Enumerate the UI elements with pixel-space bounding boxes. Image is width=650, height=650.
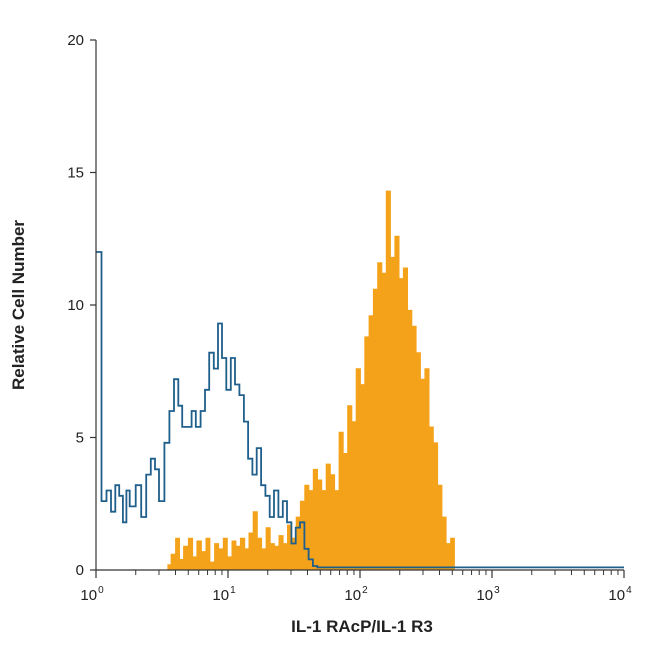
x-tick-exponent: 4	[626, 585, 632, 596]
x-tick-label: 103	[476, 585, 500, 604]
y-tick-label: 20	[67, 32, 84, 49]
x-tick-exponent: 3	[494, 585, 500, 596]
x-tick-exponent: 0	[98, 585, 104, 596]
x-axis-title: IL-1 RAcP/IL-1 R3	[291, 617, 433, 636]
y-tick-label: 10	[67, 297, 84, 314]
y-tick-label: 5	[76, 430, 84, 447]
y-tick-label: 0	[76, 562, 84, 579]
x-tick-label: 102	[344, 585, 368, 604]
y-axis-title: Relative Cell Number	[9, 220, 28, 390]
x-tick-label: 104	[608, 585, 632, 604]
x-tick-label: 101	[212, 585, 236, 604]
x-tick-exponent: 2	[362, 585, 368, 596]
x-tick-label: 100	[80, 585, 104, 604]
y-tick-label: 15	[67, 165, 84, 182]
histogram-series-0-outline	[96, 251, 624, 569]
series-layer	[96, 190, 624, 571]
x-tick-exponent: 1	[230, 585, 236, 596]
histogram-series-1-fill	[96, 190, 492, 571]
